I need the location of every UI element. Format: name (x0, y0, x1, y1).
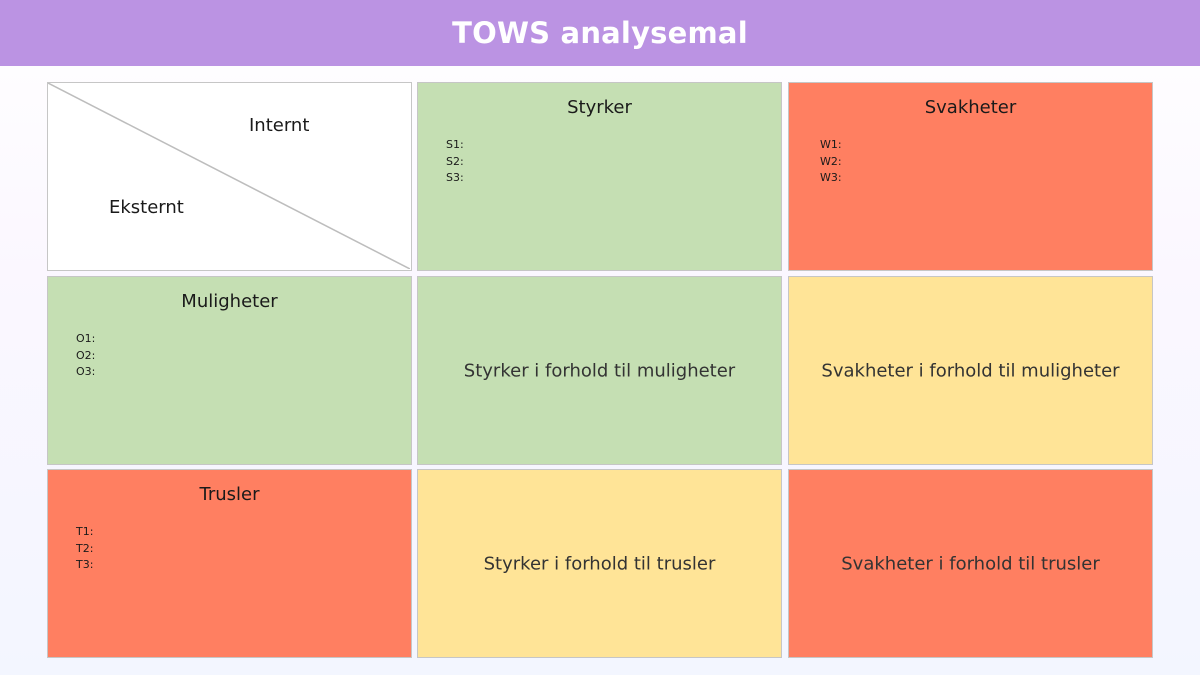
diagonal-divider (48, 83, 410, 269)
weaknesses-title: Svakheter (924, 97, 1017, 118)
opportunities-list: O1: O2: O3: (76, 331, 95, 381)
list-item: W3: (820, 171, 842, 184)
st-cell: Styrker i forhold til trusler (417, 469, 782, 658)
threats-title: Trusler (199, 484, 260, 505)
wo-cell: Svakheter i forhold til muligheter (788, 276, 1153, 465)
strengths-title: Styrker (567, 97, 632, 118)
threats-list: T1: T2: T3: (76, 524, 93, 574)
page-title: TOWS analysemal (0, 0, 1200, 66)
list-item: T1: (76, 525, 94, 538)
weaknesses-list: W1: W2: W3: (820, 137, 842, 187)
list-item: S3: (446, 171, 464, 184)
corner-cell: Internt Eksternt (47, 82, 412, 271)
list-item: W1: (820, 138, 842, 151)
threats-cell: Trusler T1: T2: T3: (47, 469, 412, 658)
external-label: Eksternt (109, 197, 184, 218)
list-item: S2: (446, 154, 464, 168)
wt-label: Svakheter i forhold til trusler (841, 553, 1100, 574)
so-cell: Styrker i forhold til muligheter (417, 276, 782, 465)
list-item: W2: (820, 154, 842, 168)
strengths-list: S1: S2: S3: (446, 137, 464, 187)
internal-label: Internt (249, 115, 310, 136)
opportunities-title: Muligheter (181, 291, 278, 312)
list-item: O3: (76, 365, 96, 378)
st-label: Styrker i forhold til trusler (483, 553, 716, 574)
list-item: O2: (76, 348, 96, 362)
list-item: T2: (76, 541, 94, 555)
wt-cell: Svakheter i forhold til trusler (788, 469, 1153, 658)
list-item: S1: (446, 138, 464, 151)
list-item: O1: (76, 332, 96, 345)
wo-label: Svakheter i forhold til muligheter (821, 360, 1120, 381)
so-label: Styrker i forhold til muligheter (463, 360, 736, 381)
strengths-cell: Styrker S1: S2: S3: (417, 82, 782, 271)
list-item: T3: (76, 558, 94, 571)
weaknesses-cell: Svakheter W1: W2: W3: (788, 82, 1153, 271)
opportunities-cell: Muligheter O1: O2: O3: (47, 276, 412, 465)
